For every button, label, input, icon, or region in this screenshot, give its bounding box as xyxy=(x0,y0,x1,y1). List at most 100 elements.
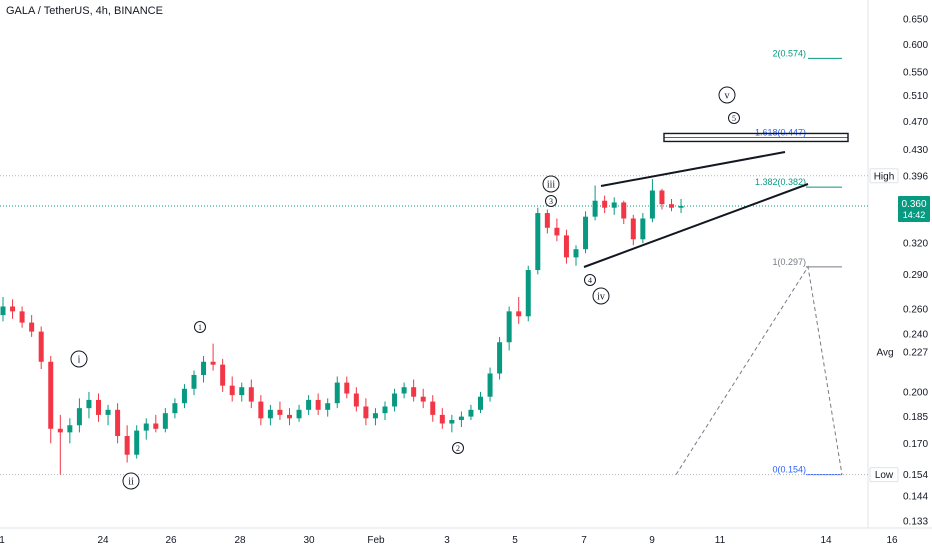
candle-body xyxy=(420,396,426,402)
candle-body xyxy=(659,190,665,205)
candle-body xyxy=(115,409,121,436)
candle-body xyxy=(38,331,44,362)
candle xyxy=(0,296,6,322)
candle xyxy=(363,398,369,426)
candle-body xyxy=(76,408,82,426)
candle-body xyxy=(306,399,312,410)
candle xyxy=(420,388,426,409)
low-badge-label: Low xyxy=(875,470,894,481)
candle xyxy=(506,306,512,351)
candle-body xyxy=(19,311,25,323)
candle xyxy=(306,395,312,415)
candle xyxy=(592,185,598,221)
candle-body xyxy=(487,373,493,397)
candle-body xyxy=(535,213,541,271)
candle-body xyxy=(86,399,92,409)
y-tick-label: 0.133 xyxy=(903,517,928,528)
candle xyxy=(468,404,474,421)
wave-label-text: iii xyxy=(547,180,556,191)
candle-body xyxy=(143,423,149,431)
candle xyxy=(248,379,254,409)
wave-label-circle xyxy=(194,321,206,333)
wave-label-circle xyxy=(122,472,140,490)
y-tick-label: 0.185 xyxy=(903,412,928,423)
candle-body xyxy=(372,413,378,419)
x-tick-label: 16 xyxy=(886,535,898,546)
candle xyxy=(181,384,187,409)
wave-label-text: v xyxy=(725,91,730,102)
wave-label-roman: ii xyxy=(122,472,140,490)
wave-label-circle xyxy=(592,287,610,305)
candle xyxy=(267,404,273,426)
x-tick-label: 24 xyxy=(97,535,109,546)
candle-body xyxy=(153,423,159,429)
candle-body xyxy=(392,393,398,407)
candle xyxy=(287,408,292,426)
y-tick-label: 0.260 xyxy=(903,304,928,315)
candle-body xyxy=(583,216,589,250)
candle-body xyxy=(105,409,111,415)
y-tick-label: 0.170 xyxy=(903,439,928,450)
candle xyxy=(134,425,140,459)
candle-body xyxy=(29,322,35,332)
candle-body xyxy=(649,190,655,219)
candle-body xyxy=(506,311,512,343)
candle-body xyxy=(172,403,178,414)
candle-body xyxy=(315,399,321,410)
current-price-countdown: 14:42 xyxy=(903,210,926,220)
wave-label-circle xyxy=(70,350,88,368)
candle-body xyxy=(10,306,16,312)
x-tick-label: 3 xyxy=(444,535,450,546)
fib-level-label: 2(0.574) xyxy=(772,48,806,58)
wave-label-text: 2 xyxy=(456,444,460,453)
candle-body xyxy=(592,200,598,217)
candle-body xyxy=(363,406,369,419)
current-price-badge xyxy=(898,195,930,222)
y-tick-label: 0.200 xyxy=(903,387,928,398)
wave-label-text: 5 xyxy=(732,114,736,123)
x-tick-label: 28 xyxy=(234,535,246,546)
wedge-upper-line xyxy=(600,151,786,187)
wave-label-circle xyxy=(584,274,596,286)
fib-level-label: 1.618(0.447) xyxy=(755,127,806,137)
candle-body xyxy=(124,435,130,455)
wave-label-text: 1 xyxy=(198,323,202,332)
candle xyxy=(67,418,73,444)
candle xyxy=(382,401,388,421)
wave-label-roman: v xyxy=(718,86,736,104)
fib-level-label: 1(0.297) xyxy=(772,257,806,267)
y-tick-label: 0.650 xyxy=(903,15,928,26)
candle xyxy=(659,188,665,210)
candle xyxy=(516,296,522,324)
candle-body xyxy=(325,403,331,410)
wave-label-digit: 1 xyxy=(194,321,206,333)
candle-body xyxy=(544,213,550,228)
candle-body xyxy=(353,393,359,407)
candle xyxy=(649,179,655,223)
candle-body xyxy=(220,364,226,386)
wave-label-circle xyxy=(452,442,464,454)
candle-body xyxy=(67,425,73,433)
candle-body xyxy=(621,202,627,219)
candle-body xyxy=(191,374,197,389)
wave-label-text: iv xyxy=(597,292,605,303)
wave-label-text: 3 xyxy=(549,197,553,206)
candle xyxy=(334,376,340,409)
candle xyxy=(239,382,245,402)
candle xyxy=(563,229,569,264)
candle xyxy=(621,200,627,225)
wave-label-digit: 3 xyxy=(545,195,557,207)
candle xyxy=(315,393,321,415)
candle xyxy=(191,370,197,396)
candle xyxy=(544,209,550,234)
candle xyxy=(325,398,331,417)
candle xyxy=(124,425,130,463)
candle-body xyxy=(48,361,54,429)
candle xyxy=(258,395,264,426)
y-tick-label: 0.510 xyxy=(903,91,928,102)
candle xyxy=(86,391,92,419)
candle xyxy=(430,395,436,422)
y-tick-label: 0.320 xyxy=(903,239,928,250)
candle xyxy=(38,326,44,370)
candle xyxy=(497,336,503,380)
